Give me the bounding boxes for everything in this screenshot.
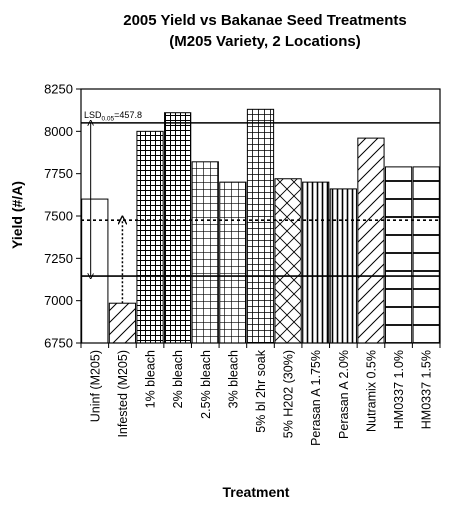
y-tick-label-8250: 8250 [44, 82, 73, 97]
lsd-label: LSD0.05=457.8 [84, 110, 142, 123]
x-category-label-9: Perasan A 1.75% [309, 350, 323, 446]
y-axis-title: Yield (#/A) [9, 181, 25, 249]
y-tick-label-7500: 7500 [44, 209, 73, 224]
chart-subtitle: (M205 Variety, 2 Locations) [169, 33, 360, 50]
bar-10 [329, 188, 357, 344]
x-category-label-11: Nutramix 0.5% [364, 350, 378, 432]
x-category-label-12: HM0337 1.0% [392, 350, 406, 429]
bar-11 [357, 137, 385, 344]
bar-13 [412, 166, 440, 344]
x-category-label-1: Uninf (M205) [88, 350, 102, 422]
y-tick-label-8000: 8000 [44, 124, 73, 139]
x-category-label-10: Perasan A 2.0% [337, 350, 351, 439]
bar-9 [302, 181, 330, 344]
x-category-label-7: 5% bl 2hr soak [254, 349, 268, 432]
x-category-label-6: 3% bleach [226, 350, 240, 408]
bar-7 [246, 108, 275, 344]
lsd-label-suffix: =457.8 [114, 110, 142, 120]
y-tick-label-7250: 7250 [44, 251, 73, 266]
y-tick-label-6750: 6750 [44, 336, 73, 351]
y-tick-label-7750: 7750 [44, 166, 73, 181]
bar-5 [191, 161, 219, 344]
lsd-label-prefix: LSD [84, 110, 102, 120]
lsd-label-subscript: 0.05 [102, 115, 115, 122]
x-category-label-13: HM0337 1.5% [420, 350, 434, 429]
x-category-label-4: 2% bleach [171, 350, 185, 408]
y-tick-label-7000: 7000 [44, 293, 73, 308]
x-category-label-2: Infested (M205) [116, 350, 130, 438]
x-category-label-8: 5% H202 (30%) [282, 350, 296, 438]
bar-4 [164, 112, 192, 344]
bar-3 [136, 130, 164, 344]
bar-1 [81, 198, 109, 344]
bar-2 [108, 302, 137, 344]
bar-12 [384, 166, 413, 344]
bar-8 [274, 178, 302, 344]
x-axis-title: Treatment [223, 484, 290, 500]
x-category-label-5: 2.5% bleach [199, 350, 213, 419]
x-category-label-3: 1% bleach [144, 350, 158, 408]
chart-title: 2005 Yield vs Bakanae Seed Treatments [123, 12, 407, 29]
bar-6 [219, 181, 247, 344]
